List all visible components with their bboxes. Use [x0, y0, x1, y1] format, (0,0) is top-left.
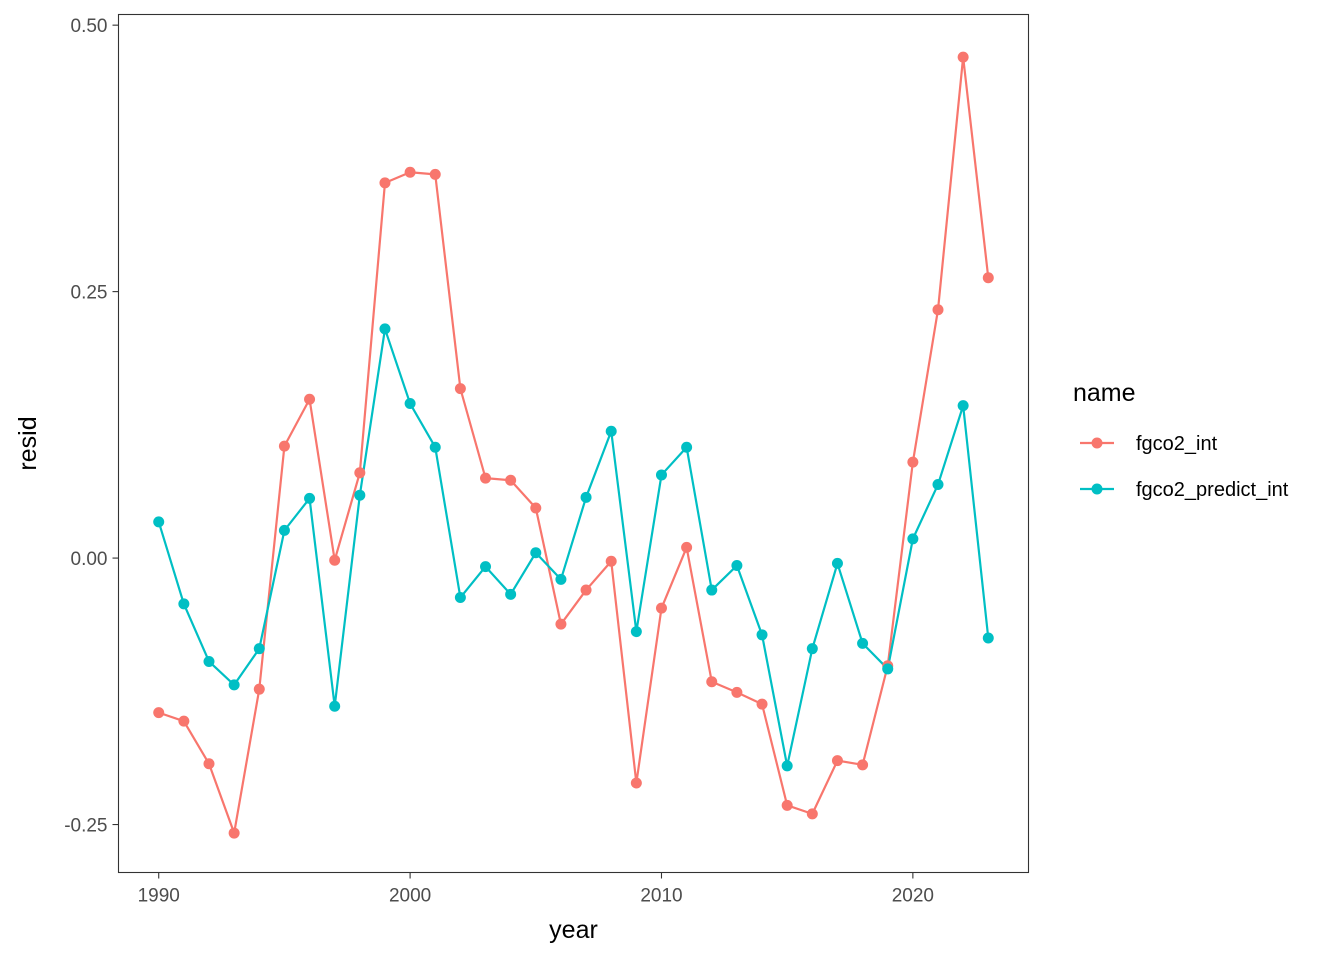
point-fgco2-predict-int	[555, 573, 567, 585]
point-fgco2-int	[706, 676, 718, 688]
point-fgco2-predict-int	[203, 655, 215, 667]
point-fgco2-predict-int	[655, 469, 667, 481]
point-fgco2-predict-int	[630, 626, 642, 638]
point-fgco2-int	[530, 502, 542, 514]
point-fgco2-int	[605, 555, 617, 567]
point-fgco2-predict-int	[907, 533, 919, 545]
x-axis: 1990 2000 2010 2020	[138, 872, 934, 907]
point-fgco2-int	[907, 456, 919, 468]
y-tick-label: 0.00	[71, 549, 108, 570]
point-fgco2-int	[831, 755, 843, 767]
legend-label-fgco2-int: fgco2_int	[1136, 433, 1218, 455]
legend-key-point-fgco2-int	[1091, 437, 1103, 449]
point-fgco2-predict-int	[831, 557, 843, 569]
point-fgco2-int	[932, 304, 944, 316]
x-tick-label: 2020	[892, 886, 934, 907]
point-fgco2-int	[982, 272, 994, 284]
point-fgco2-predict-int	[882, 663, 894, 675]
point-fgco2-predict-int	[957, 400, 969, 412]
legend-label-fgco2-predict-int: fgco2_predict_int	[1136, 479, 1289, 501]
point-fgco2-int	[404, 166, 416, 178]
point-fgco2-predict-int	[480, 561, 492, 573]
y-tick-label: 0.50	[71, 16, 108, 37]
point-fgco2-int	[178, 715, 190, 727]
point-fgco2-int	[756, 698, 768, 710]
series-line-fgco2-int	[158, 56, 990, 835]
point-fgco2-int	[655, 602, 667, 614]
point-fgco2-predict-int	[530, 547, 542, 559]
point-fgco2-int	[731, 686, 743, 698]
point-fgco2-int	[354, 467, 366, 479]
y-tick-label: -0.25	[64, 816, 107, 837]
point-fgco2-int	[480, 472, 492, 484]
point-fgco2-int	[630, 777, 642, 789]
point-fgco2-predict-int	[253, 643, 265, 655]
point-fgco2-int	[203, 758, 215, 770]
point-fgco2-predict-int	[228, 679, 240, 691]
point-fgco2-predict-int	[178, 598, 190, 610]
point-fgco2-predict-int	[304, 492, 316, 504]
plot-panel	[117, 13, 1030, 874]
point-fgco2-int	[278, 440, 290, 452]
point-fgco2-predict-int	[379, 323, 391, 335]
point-fgco2-int	[681, 541, 693, 553]
point-fgco2-int	[153, 707, 165, 719]
point-fgco2-int	[806, 808, 818, 820]
x-axis-title: year	[549, 916, 598, 944]
point-fgco2-predict-int	[781, 760, 793, 772]
point-fgco2-predict-int	[329, 700, 341, 712]
point-fgco2-int	[253, 683, 265, 695]
x-tick-label: 2000	[389, 886, 431, 907]
point-fgco2-int	[304, 393, 316, 405]
series-layer	[153, 51, 994, 839]
point-fgco2-predict-int	[756, 629, 768, 641]
legend-title: name	[1073, 379, 1136, 407]
point-fgco2-int	[555, 618, 567, 630]
y-axis-title: resid	[14, 416, 42, 470]
point-fgco2-int	[505, 474, 517, 486]
point-fgco2-predict-int	[605, 425, 617, 437]
point-fgco2-predict-int	[857, 637, 869, 649]
point-fgco2-int	[454, 383, 466, 395]
point-fgco2-predict-int	[354, 489, 366, 501]
point-fgco2-predict-int	[982, 632, 994, 644]
legend: name fgco2_int fgco2_predict_int	[1073, 379, 1289, 501]
point-fgco2-predict-int	[429, 441, 441, 453]
point-fgco2-predict-int	[806, 643, 818, 655]
point-fgco2-int	[781, 799, 793, 811]
point-fgco2-int	[580, 584, 592, 596]
point-fgco2-predict-int	[454, 592, 466, 604]
series-line-fgco2-predict-int	[157, 327, 990, 768]
point-fgco2-int	[228, 827, 240, 839]
y-tick-label: 0.25	[71, 283, 108, 304]
point-fgco2-int	[379, 177, 391, 189]
point-fgco2-predict-int	[706, 584, 718, 596]
point-fgco2-predict-int	[681, 441, 693, 453]
point-fgco2-predict-int	[278, 524, 290, 536]
point-fgco2-predict-int	[580, 491, 592, 503]
point-fgco2-predict-int	[731, 560, 743, 572]
point-fgco2-predict-int	[932, 479, 944, 491]
x-tick-label: 2010	[640, 886, 682, 907]
point-fgco2-int	[957, 51, 969, 63]
point-fgco2-int	[429, 168, 441, 180]
point-fgco2-predict-int	[505, 588, 517, 600]
legend-key-point-fgco2-predict-int	[1091, 483, 1103, 495]
x-tick-label: 1990	[138, 886, 180, 907]
point-fgco2-predict-int	[153, 516, 165, 528]
point-fgco2-int	[329, 554, 341, 566]
y-axis: -0.25 0.00 0.25 0.50	[64, 16, 119, 837]
point-fgco2-int	[857, 759, 869, 771]
point-fgco2-predict-int	[404, 398, 416, 410]
